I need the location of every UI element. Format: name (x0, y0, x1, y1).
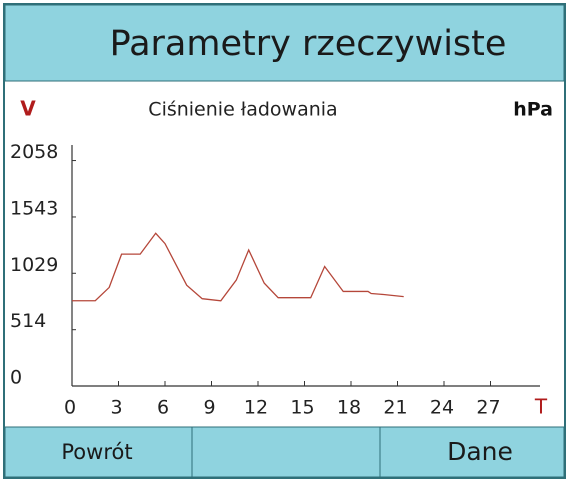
header-bar (4, 4, 565, 82)
x-tick-label: 18 (337, 397, 361, 419)
x-tick-label: 3 (110, 397, 122, 419)
y-tick-label: 1543 (10, 197, 58, 219)
x-tick-label: 21 (383, 397, 407, 419)
x-axis-label: T (534, 395, 548, 419)
x-tick-label: 12 (244, 397, 268, 419)
button[interactable] (4, 426, 193, 478)
x-tick-label: 27 (476, 397, 500, 419)
x-tick-label: 6 (157, 397, 169, 419)
chart-title: Ciśnienie ładowania (148, 99, 337, 121)
x-tick-label: 15 (290, 397, 314, 419)
button-label[interactable]: Dane (447, 437, 513, 466)
x-tick-label: 24 (430, 397, 454, 419)
frame (3, 3, 566, 479)
data-line (72, 232, 404, 302)
button[interactable] (379, 426, 565, 478)
button-label[interactable]: Powrót (61, 440, 132, 464)
unit-label: hPa (513, 99, 553, 121)
y-tick-label: 514 (10, 310, 46, 332)
button-empty[interactable] (191, 426, 381, 478)
y-axis-label: V (20, 97, 36, 121)
y-tick-label: 1029 (10, 254, 58, 276)
x-tick-label: 9 (203, 397, 215, 419)
x-tick-label: 0 (64, 397, 76, 419)
y-tick-label: 2058 (10, 141, 58, 163)
header-title: Parametry rzeczywiste (110, 24, 507, 64)
y-tick-label: 0 (10, 367, 22, 389)
